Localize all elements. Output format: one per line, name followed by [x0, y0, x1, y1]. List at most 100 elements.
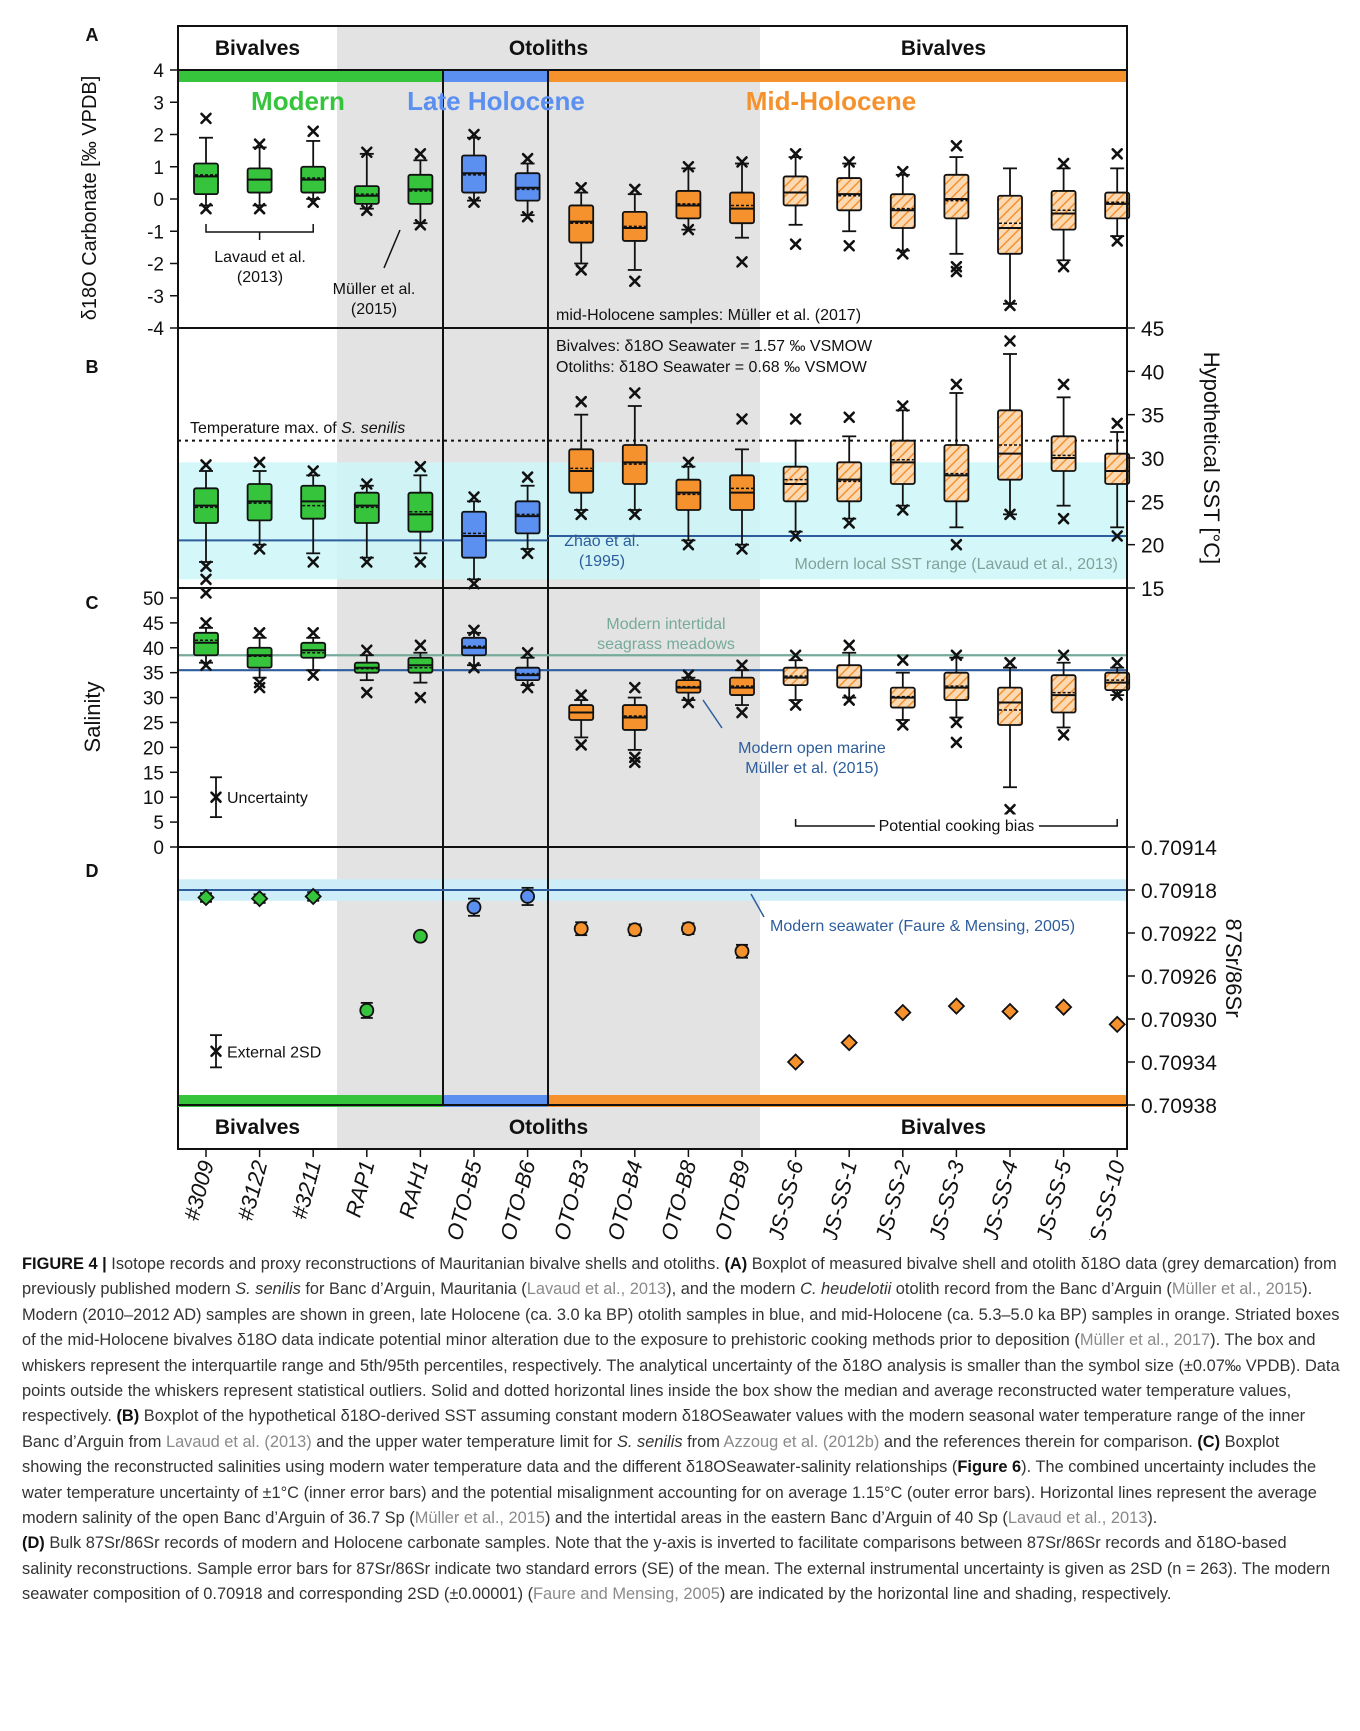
- y-tick-label-c: 40: [143, 639, 164, 660]
- cooking-bias-label: Potential cooking bias: [879, 818, 1035, 835]
- outlier-marker: [521, 681, 534, 694]
- outlier-marker: [253, 138, 266, 150]
- figure-4-chart: Bivalves Otoliths Bivalves Bivalves Otoliths…: [79, 25, 1246, 1240]
- outlier-marker: [253, 681, 266, 694]
- open-marine-label-2: Müller et al. (2015): [745, 760, 878, 777]
- outlier-marker: [521, 152, 534, 165]
- caption-citation[interactable]: Müller et al., 2015: [1171, 1280, 1303, 1299]
- lavaud-bracket: [205, 224, 314, 240]
- cooking-bias-bracket: [794, 819, 1118, 827]
- period-bar-modern-top: [178, 70, 443, 82]
- outlier-marker: [1111, 235, 1123, 247]
- sr-point-JS-SS-6: [786, 1053, 805, 1071]
- outlier-marker: [789, 413, 802, 425]
- caption-figure-reference[interactable]: Figure 6: [957, 1458, 1022, 1477]
- outlier-marker: [950, 265, 963, 278]
- outlier-marker: [200, 587, 212, 599]
- caption-citation[interactable]: Azzoug et al. (2012b): [723, 1432, 880, 1451]
- zhao-label: Zhao et al.: [564, 533, 640, 550]
- box-JS-SS-5: [1050, 674, 1077, 714]
- outlier-marker: [682, 160, 695, 173]
- caption-text: ) and the intertidal areas in the easter…: [545, 1509, 1008, 1528]
- y-tick-label-d: 0.70918: [1141, 880, 1217, 903]
- outlier-marker: [1004, 508, 1016, 521]
- caption-citation[interactable]: Faure and Mensing, 2005: [533, 1585, 720, 1604]
- sr-point-OTO-B8: [681, 921, 696, 937]
- sr-point-#3211: [304, 887, 322, 906]
- x-tick-label-#3009: #3009: [179, 1158, 219, 1224]
- temperature-max-species: S. senilis: [341, 420, 405, 437]
- header-label-bivalves: Bivalves: [215, 37, 300, 60]
- annotation-lavaud: Lavaud et al.: [214, 249, 306, 266]
- annotation-mid-holocene-samples: mid-Holocene samples: Müller et al. (201…: [556, 307, 861, 324]
- caption-citation[interactable]: Lavaud et al., 2013: [1007, 1509, 1148, 1528]
- outlier-marker: [789, 148, 802, 160]
- y-tick-label-c: 5: [153, 813, 164, 834]
- outlier-marker: [789, 699, 802, 711]
- caption-text: Boxplot showing the reconstructed salini…: [22, 1432, 1280, 1477]
- x-tick-label-OTO-B4: OTO-B4: [602, 1158, 647, 1240]
- y-tick-label-b: 45: [1141, 318, 1164, 341]
- outlier-marker: [1111, 417, 1123, 430]
- outlier-marker: [736, 706, 748, 719]
- outlier-marker: [629, 183, 641, 196]
- outlier-marker: [629, 275, 641, 288]
- caption-species: C. heudelotii: [800, 1280, 892, 1299]
- sr-point-OTO-B4: [627, 922, 643, 938]
- outlier-marker: [307, 556, 319, 568]
- sr-point-OTO-B3: [573, 921, 589, 937]
- y-tick-label-c: 10: [143, 788, 164, 809]
- y-tick-label-a: 3: [153, 93, 164, 114]
- muller-leader: [383, 229, 401, 269]
- caption-text: Bulk 87Sr/86Sr records of modern and Hol…: [22, 1534, 1331, 1604]
- x-tick-label-JS-SS-10: JS-SS-10: [1081, 1157, 1130, 1240]
- outlier-marker: [1111, 530, 1123, 542]
- box-JS-SS-6: [782, 175, 809, 207]
- outlier-marker: [950, 649, 963, 662]
- outlier-marker: [307, 465, 319, 477]
- outlier-marker: [253, 627, 266, 639]
- caption-citation[interactable]: Müller et al., 2017: [1079, 1331, 1211, 1350]
- outlier-marker: [789, 530, 802, 542]
- outlier-marker: [897, 248, 909, 260]
- caption-text: Boxplot of the hypothetical δ18O-derived…: [22, 1407, 1306, 1451]
- outlier-marker: [468, 624, 480, 637]
- sr-point-JS-SS-1: [840, 1033, 858, 1052]
- caption-panel-a-label: (A): [724, 1255, 748, 1273]
- y-tick-label-a: -3: [147, 287, 164, 308]
- caption-text: ) are indicated by the horizontal line a…: [719, 1585, 1172, 1604]
- box-JS-SS-4: [997, 686, 1023, 726]
- outlier-marker: [521, 210, 534, 223]
- annotation-muller-year: (2015): [351, 301, 397, 318]
- box-#3009: [193, 162, 219, 196]
- x-tick-label-OTO-B6: OTO-B6: [495, 1157, 540, 1240]
- caption-citation[interactable]: Müller et al., 2015: [414, 1509, 545, 1528]
- sr-point-RAH1: [412, 928, 428, 944]
- outlier-marker: [736, 413, 748, 425]
- box-#3122: [246, 646, 273, 669]
- caption-citation[interactable]: Lavaud et al. (2013): [165, 1432, 312, 1451]
- outlier-marker: [361, 146, 373, 159]
- outlier-marker: [575, 264, 587, 276]
- box-OTO-B6: [514, 500, 541, 535]
- sr-point-OTO-B9: [734, 943, 750, 959]
- period-label-mid-holocene: Mid-Holocene: [746, 86, 916, 116]
- open-marine-label-1: Modern open marine: [738, 740, 886, 757]
- sr-point-JS-SS-4: [1001, 1002, 1019, 1021]
- caption-panel-c-label: (C): [1197, 1432, 1221, 1451]
- outlier-marker: [897, 719, 909, 731]
- caption-text: Boxplot of measured bivalve shell and ot…: [22, 1255, 1337, 1299]
- y-tick-label-b: 35: [1141, 405, 1164, 428]
- outlier-marker: [414, 691, 427, 704]
- caption-citation[interactable]: Lavaud et al., 2013: [526, 1280, 667, 1299]
- outlier-marker: [629, 508, 641, 521]
- outlier-marker: [843, 411, 855, 424]
- x-tick-label-JS-SS-1: JS-SS-1: [816, 1158, 862, 1240]
- outlier-marker: [843, 239, 855, 252]
- x-tick-label-RAH1: RAH1: [394, 1158, 433, 1221]
- y-tick-label-c: 25: [143, 713, 164, 734]
- box-OTO-B3: [568, 204, 595, 244]
- y-tick-label-d: 0.70930: [1141, 1009, 1217, 1032]
- caption-text: for Banc d’Arguin, Mauritania (: [300, 1280, 527, 1299]
- x-tick-label-OTO-B9: OTO-B9: [710, 1158, 755, 1240]
